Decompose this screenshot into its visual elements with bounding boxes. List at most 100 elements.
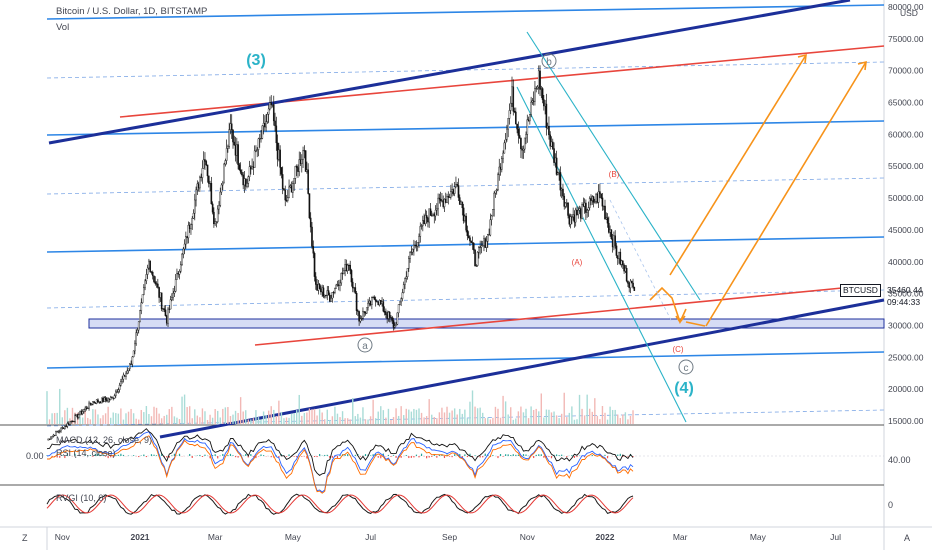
candle-body [376,301,378,303]
macd-hist-bar [115,455,117,456]
candle-body [271,104,274,106]
candle-body [512,86,515,112]
candle-body [439,199,442,202]
candle-body [568,215,571,225]
rvgi-zero-label: 0 [888,500,894,510]
candle-body [451,189,453,192]
candle-body [344,264,346,271]
volume-bar [632,410,634,424]
candle-body [620,260,623,265]
candle-body [481,245,484,247]
volume-bar [316,415,318,424]
price-axis[interactable]: 15000.00 20000.00 25000.00 30000.00 35000.00… [888,2,924,426]
candle-body [252,166,255,168]
candle-body [335,284,337,289]
upper-navy-trendline[interactable] [48,0,851,145]
volume-bar [329,419,331,424]
candle-body [86,407,89,409]
candle-body [76,414,79,418]
candle-body [466,229,469,237]
candle-body [594,201,596,203]
candle-body [136,329,139,333]
candle-body [436,208,438,211]
volume-bar [476,408,479,424]
volume-bar [624,412,627,424]
macd-hist-bar [632,456,634,457]
candle-body [458,197,461,205]
candle-body [75,414,78,417]
price-series[interactable] [47,65,636,441]
macd-hist-bar [278,456,280,459]
volume-bar [92,409,94,424]
candle-body [343,270,345,275]
candle-body [613,235,615,248]
lower-red-trendline[interactable] [254,287,843,346]
macd-hist-bar [619,453,621,456]
candle-body [597,191,600,203]
candle-body [429,208,432,216]
macd-hist-bar [387,454,390,456]
candle-body [160,292,163,310]
macd-rsi-pane[interactable] [46,428,884,494]
macd-hist-bar [155,455,158,456]
macd-hist-bar [372,454,374,456]
volume-bar [499,417,502,424]
candle-body [242,174,244,186]
candle-body [629,280,632,289]
volume-bar [504,401,507,424]
candle-body [302,150,304,160]
candle-body [304,150,307,172]
wave-label-4: (4) [674,380,694,397]
upper-red-trendline[interactable] [119,45,885,118]
candle-body [518,135,521,139]
candle-body [474,249,476,267]
time-tick-label: Mar [208,532,223,542]
descending-channel[interactable] [516,31,701,423]
volume-bar [293,413,295,424]
candle-body [233,141,236,146]
candle-body [587,207,590,211]
macd-hist-bar [336,456,339,459]
volume-bar [168,409,171,424]
candle-body [107,398,109,402]
candle-body [308,193,311,219]
lower-navy-trendline[interactable] [159,298,885,439]
candle-body [492,209,494,217]
candle-body [71,420,74,422]
volume-bar [532,409,535,424]
volume-bar [132,413,135,424]
candle-body [349,265,352,271]
time-tick-label: Mar [673,532,688,542]
candle-body [132,350,135,358]
candle-body [327,290,330,296]
time-axis[interactable]: Nov 2021 Mar May Jul Sep Nov 2022 Mar May Jul [55,532,841,542]
candle-body [288,186,290,198]
volume-bar [617,414,619,424]
volume-bar [446,406,448,424]
candle-body [605,217,608,220]
volume-bar [433,416,435,424]
candle-body [267,108,270,115]
candle-body [588,198,591,208]
volume-bar [311,409,313,424]
volume-bar [405,408,407,424]
volume-bar [545,409,548,424]
macd-hist-bar [448,456,451,457]
candle-body [280,167,283,175]
zoom-toggle[interactable]: Z [22,533,28,543]
candle-body [117,389,120,392]
candle-body [219,191,222,206]
macd-hist-bar [153,454,155,456]
rvgi-pane[interactable] [46,493,634,515]
price-tick-label: 50000.00 [888,193,924,203]
support-zone[interactable] [88,318,885,329]
projection-arrows[interactable] [649,53,867,327]
auto-scale-toggle[interactable]: A [904,533,911,543]
macd-hist-bar [456,455,458,456]
macd-hist-bar [573,456,576,458]
macd-hist-bar [293,456,295,457]
channel-lines[interactable] [46,4,885,369]
macd-hist-bar [482,456,484,458]
candle-body [317,284,320,291]
